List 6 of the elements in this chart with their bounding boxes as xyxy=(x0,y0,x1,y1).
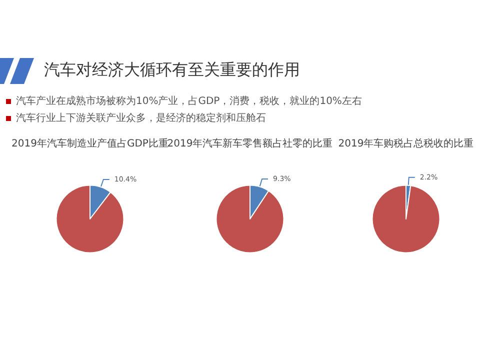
chart-title: 2019年车购税占总税收的比重 xyxy=(338,138,474,150)
chart-title: 2019年汽车新车零售额占社零的比重 xyxy=(167,138,333,150)
text: 汽车行业上下游关联产业众多，是经济的稳定剂和压舱石 xyxy=(16,112,266,125)
text: 汽车产业在成熟市场被称为10%产业，占GDP，消费，税收，就业的10%左右 xyxy=(16,94,362,108)
text: 汽车对经济大循环有至关重要的作用 xyxy=(44,60,300,81)
chart-title: 2019年汽车制造业产值占GDP比重 xyxy=(12,138,168,150)
